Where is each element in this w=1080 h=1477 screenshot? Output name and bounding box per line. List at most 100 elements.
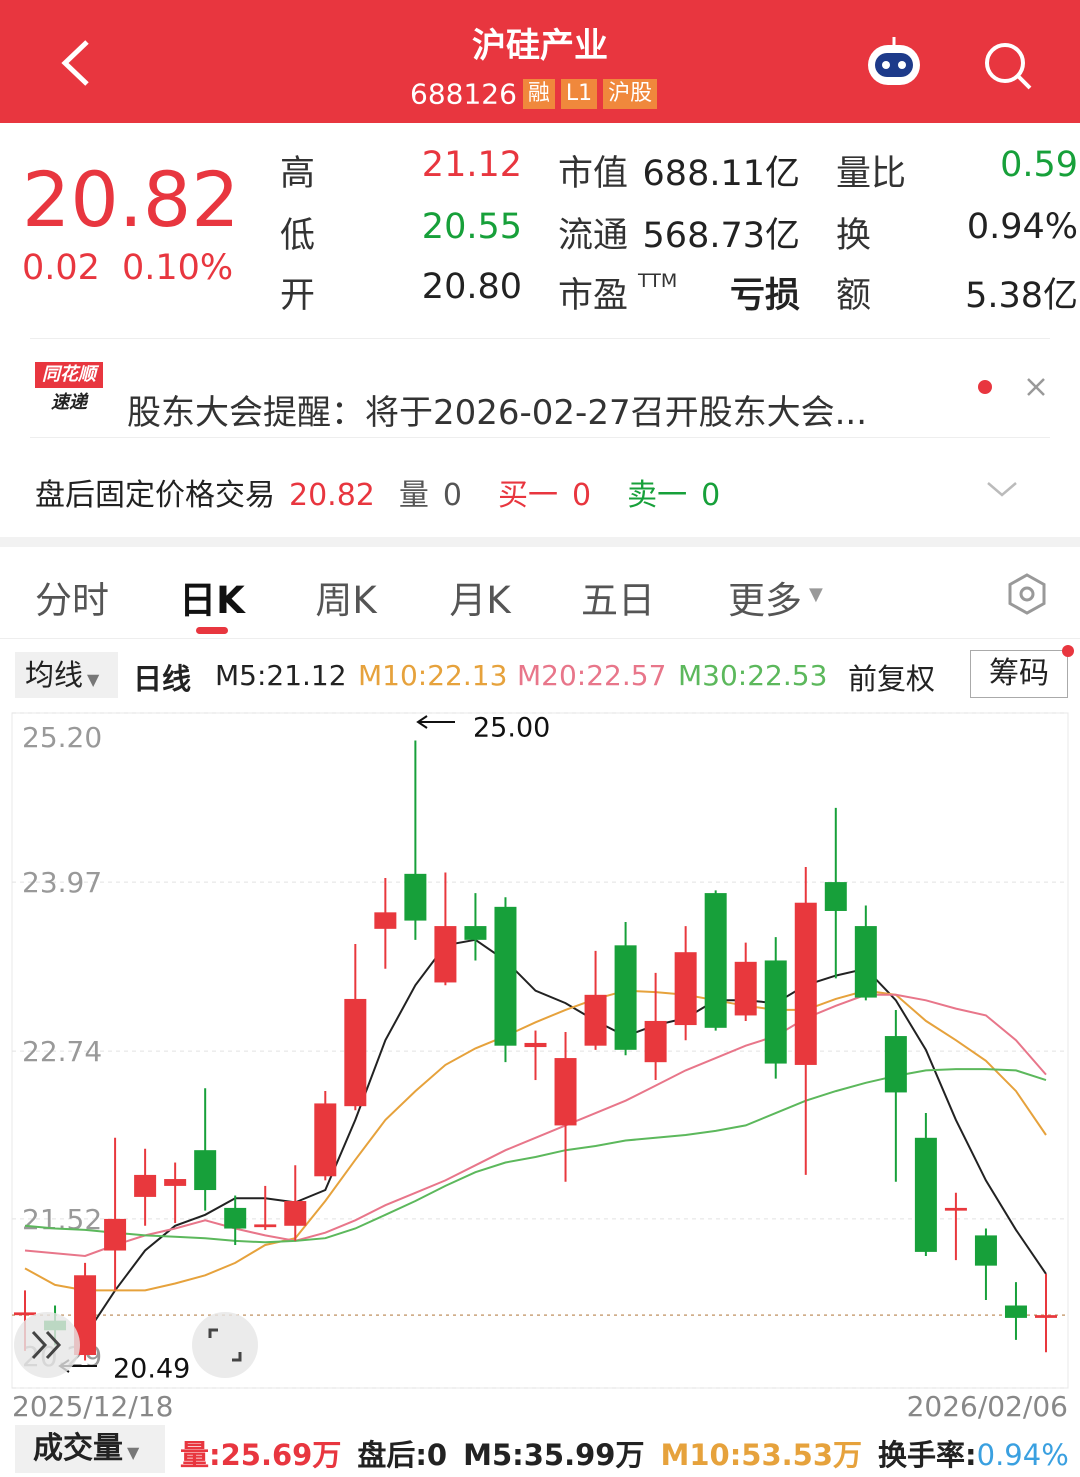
candle-body [434,926,457,983]
plot-frame [11,712,1069,1389]
tab[interactable]: 更多 [728,579,802,622]
stat-label: 市值 [558,154,629,194]
candle-body [194,1150,217,1191]
candle-body [674,952,697,1026]
tab[interactable]: 日K [179,579,245,622]
candle-body [14,1312,36,1316]
ah-bid-label: 买一 [497,478,558,513]
section-gap [0,537,1080,547]
legend-entry: M30:22.53 [678,659,827,692]
volume-select[interactable]: 成交量 ▼ [15,1425,165,1473]
period: 日线 [133,662,192,696]
badge-line: 速递 [51,392,87,413]
legend-entry: M5:21.12 [215,659,347,692]
stat-value: 20.80 [421,267,522,307]
stat-value: 0.59 [1000,145,1078,185]
stat-label-sup: TTM [638,270,678,292]
indicator-select[interactable]: 均线 ▼ [15,652,118,698]
adjust[interactable]: 前复权 [848,662,936,696]
candle-body [1004,1305,1027,1318]
chips-button[interactable]: 筹码 [970,650,1068,698]
back-button[interactable] [55,38,95,88]
header-bar: 沪硅产业 688126 融 L1 沪股 [0,0,1080,123]
candle-body [584,994,607,1046]
tab-underline [196,627,228,634]
notice-text[interactable]: 股东大会提醒：将于2026-02-27召开股东大会... [127,393,868,433]
ah-ask: 0 [701,478,721,513]
candle-body [224,1207,247,1229]
indicator: 均线 [25,658,84,692]
settings-icon[interactable] [1005,572,1049,616]
x-tick-label: 2025/12/18 [12,1390,173,1423]
candle-body [344,998,367,1107]
fullscreen-button[interactable] [192,1312,258,1378]
candle-body [794,902,817,1065]
stat-label: 流通 [558,216,629,256]
stat-value: 21.12 [421,145,522,185]
tab[interactable]: 五日 [581,579,655,622]
change: 0.02 [22,248,100,288]
tag: L1 [560,79,598,109]
divider [30,437,1050,438]
y-tick-label: 22.74 [22,1035,102,1068]
code-row: 688126 融 L1 沪股 [410,76,672,112]
after-volume: 盘后:0 [357,1438,448,1472]
stat-value: 568.73亿 [642,216,800,256]
candle-body [854,926,877,998]
annotation: 25.00 [473,713,550,744]
divider [0,638,1080,639]
tab[interactable]: 月K [449,579,511,622]
tag: 融 [522,79,555,109]
y-tick-label: 25.20 [22,721,102,754]
annotation: 20.49 [113,1354,190,1385]
candle-body [134,1174,157,1197]
volume: 量:25.69万 [180,1438,342,1472]
ah-label: 盘后固定价格交易 [35,478,275,513]
candle-body [614,945,637,1050]
search-icon[interactable] [982,40,1034,92]
stat-label: 市盈 [558,276,629,316]
change-pct: 0.10% [121,248,234,288]
collapse-button[interactable] [14,1312,80,1378]
expand-chevron[interactable] [985,478,1019,500]
candle-body [284,1201,307,1226]
candle-body [104,1218,127,1251]
robot-icon[interactable] [862,33,926,93]
change-row: 0.02 0.10% [22,248,233,288]
tags: 融 L1 沪股 [517,76,658,109]
candle-body [314,1103,337,1177]
stat-label: 低 [280,216,316,256]
stat-label: 开 [280,276,316,316]
volume-bar: 量:25.69万 盘后:0 M5:35.99万 M10:53.53万 换手率:0.94% [180,1432,1069,1474]
candle-body [884,1036,907,1093]
candle-body [764,960,787,1064]
tab[interactable]: 分时 [35,579,109,622]
volume-m10: M10:53.53万 [660,1438,863,1472]
candle-body [404,873,427,921]
legend-entry: M10:22.13 [358,659,507,692]
stat-value: 688.11亿 [642,154,800,194]
stat-value: 20.55 [421,207,522,247]
candle-body [974,1235,997,1266]
price: 20.82 [22,155,240,244]
stat-label: 额 [836,276,872,316]
stat-label: 高 [280,154,316,194]
badge-line: 同花顺 [35,362,103,388]
divider [30,338,1050,339]
candle-body [704,893,727,1028]
candle-body [494,906,517,1046]
tab[interactable]: 周K [315,579,377,622]
candle-body [74,1275,97,1356]
ah-volume-label: 量 [398,478,429,513]
x-tick-label: 2026/02/06 [907,1390,1068,1423]
ah-volume: 0 [442,478,462,513]
ah-ask-label: 卖一 [627,478,688,513]
stock-name: 沪硅产业 [472,26,608,66]
close-button[interactable] [1027,378,1045,396]
candle-body [944,1207,967,1211]
tag: 沪股 [603,79,658,109]
stat-value: 0.94% [966,207,1078,247]
turnover: 0.94% [976,1438,1069,1472]
candle-body [254,1224,277,1228]
